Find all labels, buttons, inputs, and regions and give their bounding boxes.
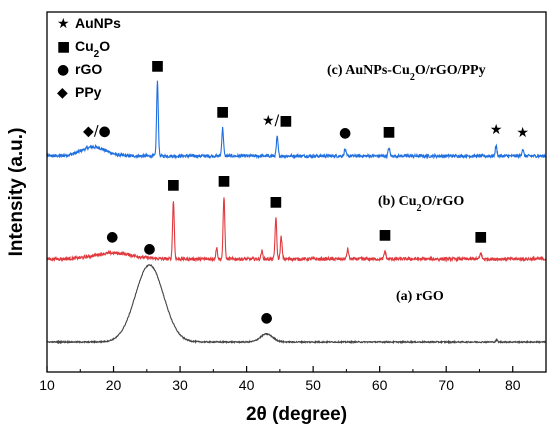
legend-symbol: ■ bbox=[57, 39, 70, 55]
series-label: (c) AuNPs-Cu2O/rGO/PPy bbox=[327, 63, 486, 83]
peak-marker: ■ bbox=[378, 227, 391, 243]
series-label: (b) Cu2O/rGO bbox=[378, 194, 464, 214]
peak-marker: ◆/● bbox=[83, 123, 111, 139]
x-axis-title: 2θ (degree) bbox=[246, 404, 347, 425]
plot-frame bbox=[46, 11, 547, 373]
legend-label: AuNPs bbox=[75, 15, 121, 31]
x-tick-label: 80 bbox=[505, 377, 521, 393]
legend-label: rGO bbox=[75, 61, 102, 77]
peak-marker: ■ bbox=[474, 229, 487, 245]
peak-marker: ■ bbox=[151, 58, 164, 74]
series-line bbox=[46, 197, 547, 263]
peak-marker: ● bbox=[143, 241, 155, 257]
legend-symbol: ● bbox=[57, 62, 69, 78]
legend-symbol: ◆ bbox=[57, 85, 68, 101]
legend-label: Cu2O bbox=[75, 38, 110, 60]
x-tick-label: 30 bbox=[172, 377, 188, 393]
legend-symbol: ★ bbox=[57, 16, 70, 32]
peak-marker: ★/■ bbox=[262, 113, 293, 129]
legend: ★ AuNPs ■ Cu2O ● rGO ◆ PPy bbox=[57, 15, 121, 101]
peak-markers: ◆/● ■ ■ ★/■ ● ■ ★ ★ ● ■ ■ ■ ■ ■ ● ● bbox=[83, 58, 529, 326]
peak-marker: ★ bbox=[516, 125, 529, 141]
peak-marker: ■ bbox=[216, 104, 229, 120]
x-tick-label: 10 bbox=[39, 377, 55, 393]
series-label: (a) rGO bbox=[396, 289, 444, 304]
series-line bbox=[46, 263, 547, 345]
x-tick-label: 20 bbox=[106, 377, 122, 393]
x-tick-label: 50 bbox=[305, 377, 321, 393]
y-axis-title: Intensity (a.u.) bbox=[6, 128, 27, 257]
peak-marker: ★ bbox=[490, 122, 503, 138]
series-lines bbox=[46, 80, 547, 345]
peak-marker: ● bbox=[106, 229, 118, 245]
x-tick-label: 70 bbox=[438, 377, 454, 393]
peak-marker: ■ bbox=[217, 173, 230, 189]
x-axis-ticks: 10 20 30 40 50 60 70 80 bbox=[39, 366, 521, 393]
series-line bbox=[46, 80, 547, 160]
peak-marker: ■ bbox=[269, 194, 282, 210]
x-tick-label: 40 bbox=[239, 377, 255, 393]
series-labels: (c) AuNPs-Cu2O/rGO/PPy (b) Cu2O/rGO (a) rG… bbox=[327, 63, 486, 304]
peak-marker: ● bbox=[339, 125, 351, 141]
x-tick-label: 60 bbox=[372, 377, 388, 393]
peak-marker: ■ bbox=[382, 124, 395, 140]
peak-marker: ● bbox=[260, 310, 272, 326]
legend-label: PPy bbox=[75, 84, 102, 100]
peak-marker: ■ bbox=[167, 177, 180, 193]
